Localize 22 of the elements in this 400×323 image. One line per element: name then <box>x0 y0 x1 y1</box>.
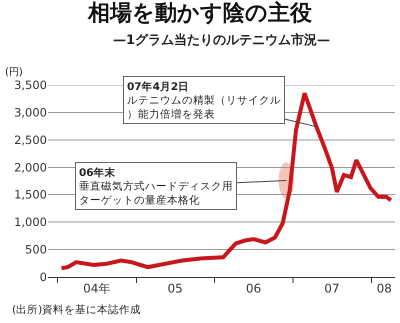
y-tick-label: 1,000 <box>14 215 47 230</box>
line-series <box>60 91 393 270</box>
y-tick-label: 500 <box>25 242 47 257</box>
x-tick-label: 06 <box>246 281 262 296</box>
annotation: 垂直磁気方式ハードディスク用ターゲットの量産本格化 <box>79 180 233 206</box>
y-tick-label: 1,500 <box>14 188 47 202</box>
x-tick-label: 04年 <box>83 281 110 296</box>
y-tick-label: 2,500 <box>14 132 47 147</box>
y-tick-label: 0 <box>40 270 47 284</box>
annotation: ルテニウムの精製（リサイクル）能力倍増を発表 <box>127 94 281 120</box>
y-axis-title: (円) <box>5 67 23 78</box>
chart-subtitle: —1グラム当たりのルテニウム市況— <box>113 32 330 48</box>
y-tick-label: 2,000 <box>14 160 47 174</box>
annotation: 06年末 <box>79 166 117 179</box>
x-tick-label: 05 <box>167 281 183 296</box>
annotation: 07年4月2日 <box>127 80 190 93</box>
chart-title: 相場を動かす陰の主役 <box>87 0 313 26</box>
x-tick-label: 08 <box>376 281 392 296</box>
x-tick-label: 07 <box>324 281 340 296</box>
y-tick-label: 3,000 <box>14 105 47 120</box>
y-tick-label: 3,500 <box>14 78 47 92</box>
text: (出所)資料を基に本誌作成 <box>12 303 142 316</box>
